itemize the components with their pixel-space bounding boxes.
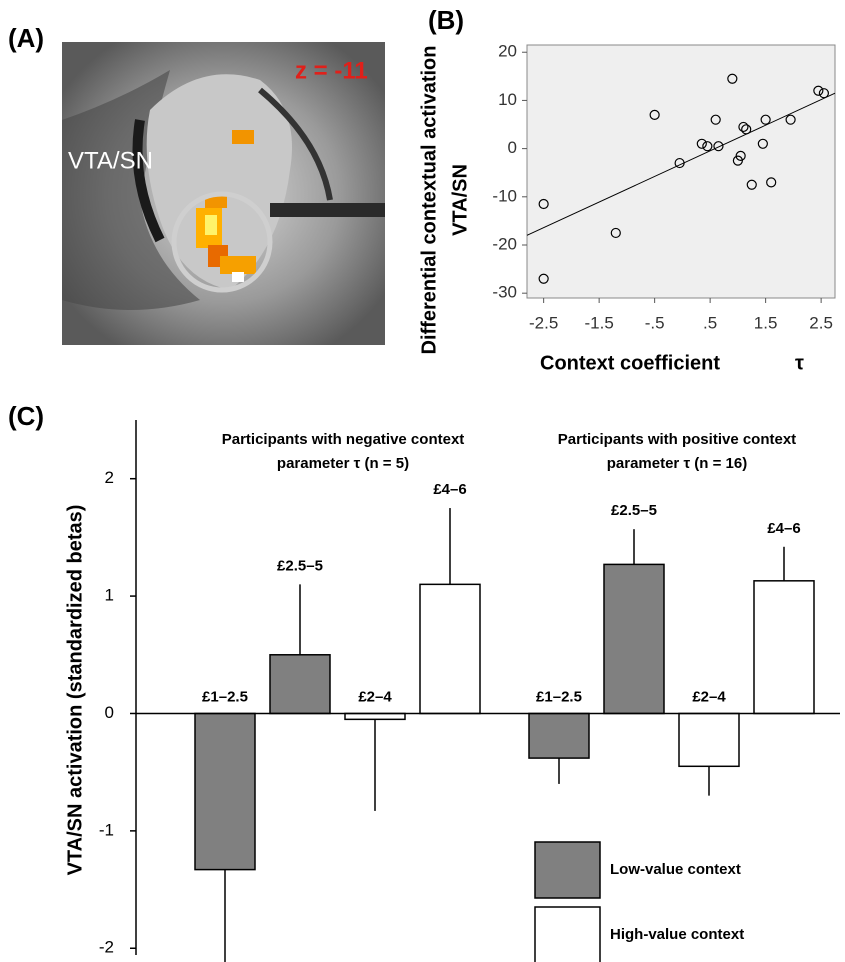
- x-axis-label-symbol: τ: [795, 352, 804, 374]
- y-tick-label: -10: [492, 186, 517, 205]
- bar: [529, 713, 589, 758]
- bar: [754, 581, 814, 714]
- y-axis-label: VTA/SN activation (standardized betas): [64, 505, 86, 876]
- x-tick-label: 1.5: [754, 313, 778, 332]
- bar-label: £2.5–5: [277, 557, 323, 574]
- plot-area: [527, 45, 835, 298]
- bar-label: £2–4: [692, 688, 726, 705]
- bar: [604, 564, 664, 713]
- y-axis-label: VTA/SN: [449, 164, 471, 236]
- bar-label: £1–2.5: [202, 688, 248, 705]
- group-title: Participants with positive context: [558, 431, 796, 448]
- slice-label: z = -11: [295, 57, 368, 84]
- x-tick-label: -1.5: [584, 313, 613, 332]
- bar-label: £1–2.5: [536, 688, 582, 705]
- x-tick-label: .5: [703, 313, 717, 332]
- bar-label: £2.5–5: [611, 502, 657, 519]
- y-tick-label: 0: [508, 138, 517, 157]
- bar: [420, 584, 480, 713]
- bar-label: £2–4: [358, 688, 392, 705]
- legend-swatch: [535, 842, 600, 898]
- panel-label: (C): [8, 401, 44, 431]
- x-tick-label: -.5: [645, 313, 665, 332]
- x-tick-label: 2.5: [809, 313, 833, 332]
- region-label: VTA/SN: [68, 147, 153, 174]
- figure: (A) z = -11 VTA/SN (B)-30-20-1001020-2.5…: [0, 0, 845, 962]
- y-tick-label: 20: [498, 42, 517, 61]
- panel-label: (B): [428, 5, 464, 35]
- y-tick-label: 1: [105, 586, 114, 605]
- bar: [345, 713, 405, 719]
- y-tick-label: -1: [99, 820, 114, 839]
- y-tick-label: 2: [105, 468, 114, 487]
- y-tick-label: -20: [492, 234, 517, 253]
- bar: [679, 713, 739, 766]
- legend-label: Low-value context: [610, 861, 741, 878]
- bar: [270, 655, 330, 714]
- y-tick-label: -30: [492, 283, 517, 302]
- x-tick-label: -2.5: [529, 313, 558, 332]
- bar: [195, 713, 255, 869]
- brain-image: [62, 42, 385, 345]
- y-axis-label: Differential contextual activation: [418, 46, 440, 355]
- y-tick-label: 0: [105, 703, 114, 722]
- x-axis-label: Context coefficient: [540, 352, 720, 374]
- bar-label: £4–6: [767, 520, 800, 537]
- group-title: Participants with negative context: [222, 431, 465, 448]
- panel-label: (A): [8, 23, 44, 53]
- bar-label: £4–6: [433, 481, 466, 498]
- y-tick-label: 10: [498, 90, 517, 109]
- legend-label: High-value context: [610, 926, 744, 943]
- group-title: parameter τ (n = 16): [607, 455, 748, 472]
- legend-swatch: [535, 907, 600, 962]
- y-tick-label: -2: [99, 938, 114, 957]
- group-title: parameter τ (n = 5): [277, 455, 409, 472]
